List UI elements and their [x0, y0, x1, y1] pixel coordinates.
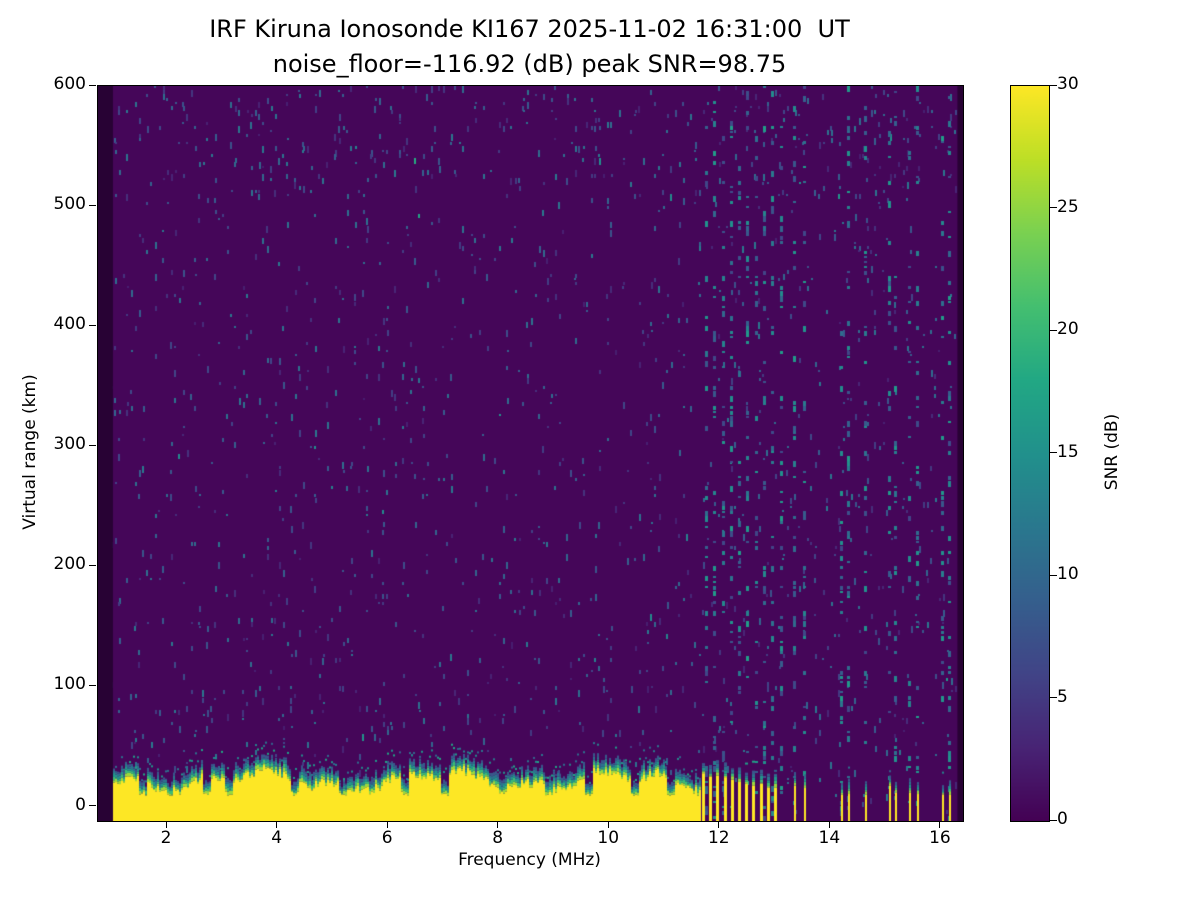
x-tick-label: 10	[597, 828, 620, 848]
colorbar-tick-label: 10	[1057, 564, 1079, 584]
x-tick-mark	[165, 821, 167, 828]
y-tick-label: 0	[75, 794, 86, 815]
colorbar-tick-mark	[1050, 452, 1057, 453]
chart-title: IRF Kiruna Ionosonde KI167 2025-11-02 16…	[209, 15, 850, 43]
y-tick-mark	[89, 84, 96, 86]
colorbar-tick-mark	[1050, 574, 1057, 576]
x-tick-mark	[276, 821, 278, 828]
y-tick-label: 200	[53, 554, 86, 575]
x-axis-label: Frequency (MHz)	[458, 850, 601, 870]
chart-subtitle: noise_floor=-116.92 (dB) peak SNR=98.75	[272, 49, 787, 78]
y-tick-label: 100	[53, 674, 86, 695]
colorbar-canvas	[1011, 86, 1049, 821]
y-tick-mark	[89, 324, 96, 326]
x-tick-label: 12	[707, 828, 730, 848]
colorbar-tick-label: 5	[1057, 686, 1068, 707]
x-tick-label: 4	[271, 828, 283, 848]
y-tick-label: 300	[53, 434, 86, 455]
x-tick-mark	[386, 821, 388, 828]
colorbar-tick-mark	[1050, 819, 1057, 821]
heatmap-plot	[97, 85, 964, 822]
y-tick-mark	[89, 444, 96, 446]
colorbar-tick-mark	[1050, 84, 1057, 86]
y-tick-mark	[89, 805, 96, 807]
colorbar-tick-label: 0	[1057, 809, 1068, 829]
colorbar	[1010, 85, 1050, 822]
colorbar-tick-label: 20	[1057, 319, 1079, 339]
x-tick-label: 8	[492, 828, 504, 848]
x-tick-label: 6	[381, 828, 393, 848]
colorbar-tick-mark	[1050, 207, 1057, 208]
y-tick-label: 600	[53, 74, 86, 94]
y-tick-label: 500	[53, 194, 86, 215]
x-tick-label: 14	[818, 828, 841, 848]
x-tick-label: 2	[160, 828, 172, 848]
y-tick-mark	[89, 204, 96, 206]
heatmap-canvas	[98, 86, 963, 821]
x-tick-mark	[607, 821, 609, 828]
colorbar-label: SNR (dB)	[1102, 413, 1122, 491]
y-tick-mark	[89, 684, 96, 686]
y-tick-label: 400	[53, 314, 86, 335]
x-tick-mark	[939, 821, 941, 828]
x-tick-mark	[718, 821, 720, 828]
x-tick-mark	[497, 821, 499, 828]
title-block: IRF Kiruna Ionosonde KI167 2025-11-02 16…	[97, 12, 962, 82]
colorbar-tick-label: 30	[1057, 74, 1079, 94]
x-tick-mark	[828, 821, 830, 828]
colorbar-tick-mark	[1050, 697, 1057, 698]
colorbar-tick-mark	[1050, 329, 1057, 331]
colorbar-tick-label: 15	[1057, 441, 1079, 462]
y-tick-mark	[89, 564, 96, 566]
x-tick-label: 16	[929, 828, 951, 848]
colorbar-tick-label: 25	[1057, 196, 1079, 217]
